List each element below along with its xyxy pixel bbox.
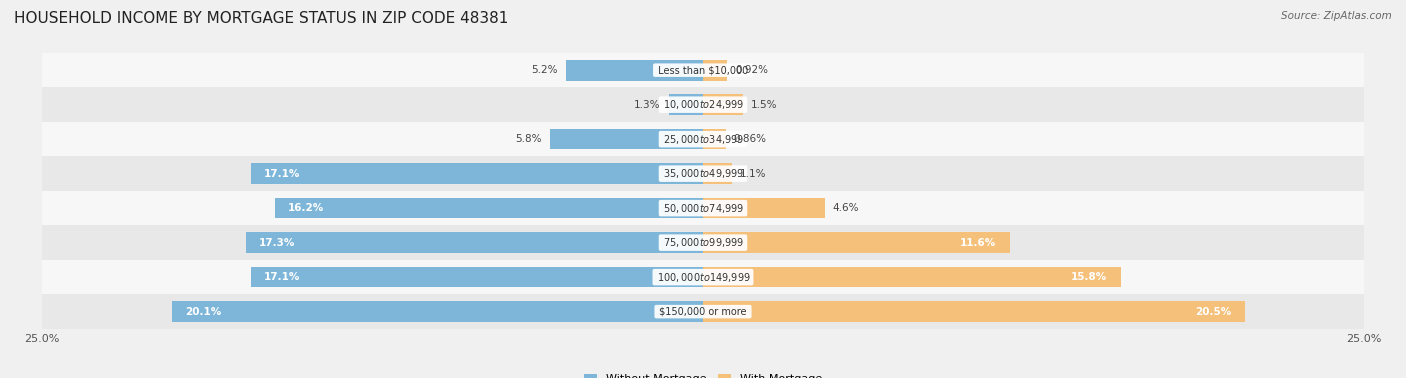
Bar — [550, 129, 703, 149]
Text: 0.86%: 0.86% — [734, 134, 766, 144]
Text: 17.1%: 17.1% — [264, 169, 301, 179]
Bar — [669, 94, 703, 115]
Bar — [703, 301, 1244, 322]
Text: HOUSEHOLD INCOME BY MORTGAGE STATUS IN ZIP CODE 48381: HOUSEHOLD INCOME BY MORTGAGE STATUS IN Z… — [14, 11, 509, 26]
Bar — [42, 53, 1364, 87]
Bar — [42, 191, 1364, 225]
Text: 0.92%: 0.92% — [735, 65, 768, 75]
Bar — [42, 156, 1364, 191]
Text: 4.6%: 4.6% — [832, 203, 859, 213]
Text: 1.1%: 1.1% — [740, 169, 766, 179]
Text: $50,000 to $74,999: $50,000 to $74,999 — [661, 201, 745, 215]
Bar — [703, 198, 824, 218]
Text: $25,000 to $34,999: $25,000 to $34,999 — [661, 133, 745, 146]
Bar — [42, 87, 1364, 122]
Bar — [703, 94, 742, 115]
Text: 1.3%: 1.3% — [634, 100, 661, 110]
Text: 5.2%: 5.2% — [531, 65, 558, 75]
Bar — [565, 60, 703, 81]
Bar — [42, 294, 1364, 329]
Text: Less than $10,000: Less than $10,000 — [655, 65, 751, 75]
Bar — [703, 60, 727, 81]
Text: 15.8%: 15.8% — [1071, 272, 1108, 282]
Bar — [252, 267, 703, 287]
Bar — [172, 301, 703, 322]
Bar — [42, 225, 1364, 260]
Text: $10,000 to $24,999: $10,000 to $24,999 — [661, 98, 745, 111]
Text: $100,000 to $149,999: $100,000 to $149,999 — [654, 271, 752, 284]
Text: 5.8%: 5.8% — [515, 134, 541, 144]
Text: 17.3%: 17.3% — [259, 238, 295, 248]
Bar — [42, 122, 1364, 156]
Text: $35,000 to $49,999: $35,000 to $49,999 — [661, 167, 745, 180]
Text: $75,000 to $99,999: $75,000 to $99,999 — [661, 236, 745, 249]
Text: 20.1%: 20.1% — [186, 307, 221, 317]
Bar — [42, 260, 1364, 294]
Text: 16.2%: 16.2% — [288, 203, 325, 213]
Bar — [703, 129, 725, 149]
Bar — [703, 163, 733, 184]
Bar — [246, 232, 703, 253]
Text: 20.5%: 20.5% — [1195, 307, 1232, 317]
Bar — [703, 232, 1010, 253]
Text: 11.6%: 11.6% — [960, 238, 997, 248]
Text: Source: ZipAtlas.com: Source: ZipAtlas.com — [1281, 11, 1392, 21]
Bar — [703, 267, 1121, 287]
Legend: Without Mortgage, With Mortgage: Without Mortgage, With Mortgage — [583, 373, 823, 378]
Bar — [252, 163, 703, 184]
Bar — [274, 198, 703, 218]
Text: 1.5%: 1.5% — [751, 100, 778, 110]
Text: 17.1%: 17.1% — [264, 272, 301, 282]
Text: $150,000 or more: $150,000 or more — [657, 307, 749, 317]
